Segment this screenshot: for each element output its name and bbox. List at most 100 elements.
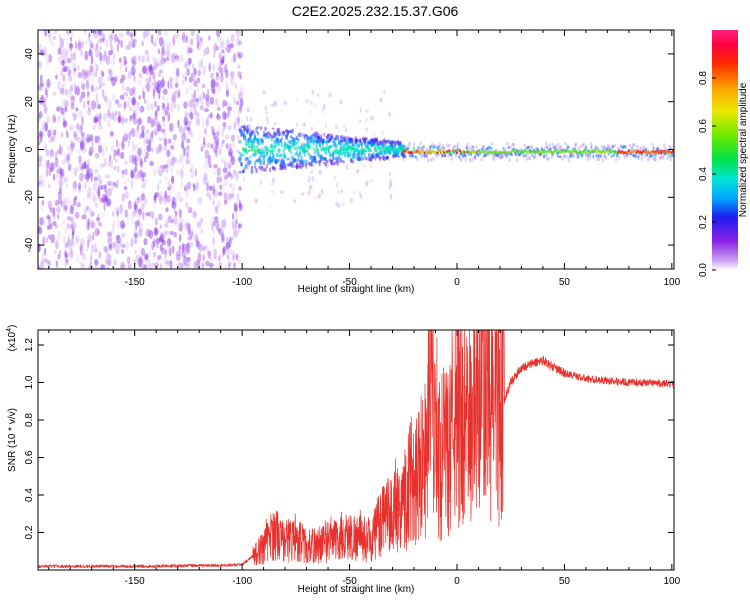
spectrogram-cell: [158, 148, 162, 154]
spectrogram-cell: [111, 111, 115, 121]
spectrogram-cell: [137, 219, 140, 227]
spectrogram-cell: [88, 107, 91, 112]
spectrogram-cell: [214, 143, 217, 151]
spectrogram-cell: [205, 117, 209, 128]
spectrogram-cell: [419, 152, 422, 156]
spectrogram-cell: [396, 152, 400, 157]
spectrogram-cell: [413, 146, 415, 150]
spectrogram-cell: [197, 60, 203, 70]
spectrogram-cell: [277, 142, 281, 147]
spectrogram-cell: [93, 187, 99, 193]
spectrogram-cell: [94, 99, 100, 110]
spectrogram-cell: [208, 141, 213, 147]
spectrogram-cell: [81, 69, 85, 80]
spectrogram-cell: [112, 210, 115, 218]
spectrogram-cell: [183, 221, 189, 231]
spectrogram-cell: [661, 154, 664, 159]
spectrogram-cell: [182, 72, 187, 80]
spectrogram-cell: [210, 79, 216, 88]
colorbar-gradient: [712, 30, 738, 270]
spectrogram-cell: [55, 260, 59, 268]
spectrogram-cell: [107, 231, 112, 237]
spectrogram-cell: [294, 146, 298, 151]
spectrogram-cell: [53, 206, 56, 216]
spectrogram-cell: [515, 153, 518, 157]
spectrogram-cell: [88, 264, 92, 269]
spectrogram-cell: [104, 194, 109, 203]
spectrogram-cell: [77, 166, 81, 172]
spectrogram-cell: [96, 187, 100, 196]
spectrogram-cell: [221, 253, 224, 258]
spectrogram-cell: [55, 74, 58, 80]
spectrogram-cell: [142, 65, 147, 74]
spectrogram-cell: [136, 124, 140, 131]
spectrogram-cell: [236, 37, 240, 47]
spectrogram-cell: [558, 145, 562, 150]
spectrogram-cell: [45, 167, 49, 177]
spectrogram-cell: [86, 172, 91, 179]
spectrogram-cell: [38, 180, 41, 186]
spectrogram-cell: [58, 55, 62, 64]
spectrogram-cell: [154, 38, 157, 47]
spectrogram-cell: [341, 201, 345, 207]
spectrogram-cell: [76, 123, 81, 133]
spectrogram-cell: [58, 249, 62, 258]
spectrogram-cell: [358, 119, 363, 123]
spectrogram-cell: [335, 182, 339, 188]
spectrogram-cell: [274, 121, 277, 127]
spectrogram-cell: [52, 114, 56, 124]
spectrogram-cell: [50, 168, 54, 173]
spectrogram-cell: [69, 205, 74, 215]
spectrogram-cell: [51, 161, 57, 170]
spectrogram-cell: [98, 38, 103, 43]
spectrogram-cell: [114, 76, 118, 83]
spectrogram-cell: [69, 42, 73, 52]
spectrogram-cell: [327, 133, 331, 138]
spectrogram-cell: [633, 142, 636, 147]
spectrogram-cell: [574, 147, 577, 151]
spectrogram-cell: [266, 151, 268, 156]
spectrogram-cell: [85, 173, 90, 181]
spectrogram-cell: [247, 123, 252, 130]
spectrogram-cell: [453, 149, 456, 153]
spectrogram-cell: [39, 127, 44, 137]
spectrogram-cell: [607, 152, 610, 156]
spectrogram-cell: [205, 99, 211, 108]
spectrogram-cell: [342, 160, 345, 164]
spectrogram-cell: [310, 126, 314, 131]
spectrogram-cell: [305, 164, 308, 169]
spectrogram-cell: [316, 135, 321, 140]
spectrogram-cell: [82, 72, 88, 80]
spectrogram-cell: [165, 96, 169, 105]
spectrogram-cell: [232, 55, 235, 61]
spectrogram-cell: [132, 86, 136, 95]
spectrogram-cell: [207, 88, 210, 95]
spectrogram-cell: [215, 205, 220, 215]
spectrogram-cell: [236, 134, 240, 141]
spectrogram-cell: [336, 134, 340, 139]
spectrogram-cell: [276, 159, 279, 164]
spectrogram-cell: [234, 117, 240, 127]
spectrogram-cell: [238, 186, 242, 191]
spectrogram-cell: [611, 145, 614, 149]
spectrogram-cell: [142, 171, 146, 178]
spectrogram-cell: [89, 39, 92, 48]
spectrogram-cell: [581, 143, 584, 148]
spectrogram-cell: [306, 150, 309, 155]
spectrogram-cell: [59, 196, 62, 205]
spectrogram-cell: [171, 83, 175, 90]
spectrogram-cell: [300, 143, 303, 148]
spectrogram-cell: [144, 50, 148, 57]
spectrogram-cell: [161, 103, 166, 112]
spectrogram-cell: [149, 139, 152, 147]
spectrogram-cell: [166, 238, 172, 247]
spectrogram-cell: [121, 223, 126, 229]
spectrogram-cell: [321, 108, 325, 114]
spectrogram-cell: [328, 92, 332, 98]
spectrogram-cell: [666, 156, 669, 161]
spectrogram-cell: [231, 183, 236, 192]
spectrogram-cell: [256, 137, 260, 143]
spectrogram-cell: [435, 154, 438, 158]
spectrogram-cell: [245, 157, 250, 161]
spectrogram-cell: [216, 30, 220, 37]
